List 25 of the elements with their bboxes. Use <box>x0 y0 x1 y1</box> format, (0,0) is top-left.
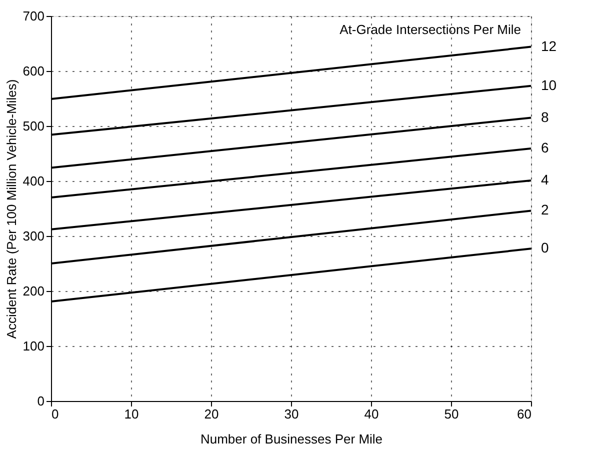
x-tick-label: 10 <box>124 406 139 422</box>
x-tick-label: 20 <box>204 406 219 422</box>
series-label: 2 <box>541 202 549 218</box>
x-axis-title: Number of Businesses Per Mile <box>200 432 383 446</box>
x-tick-label: 40 <box>364 406 379 422</box>
y-tick-label: 700 <box>22 8 44 24</box>
y-axis-title: Accident Rate (Per 100 Million Vehicle-Miles) <box>4 79 19 339</box>
x-tick-label: 60 <box>517 406 532 422</box>
y-tick-label: 600 <box>22 64 44 78</box>
x-tick-label: 0 <box>52 406 59 422</box>
series-label: 8 <box>541 108 549 125</box>
series-label: 0 <box>541 240 549 256</box>
series-label: 4 <box>541 171 549 188</box>
x-tick-label: 30 <box>284 406 299 422</box>
series-label: 10 <box>541 76 557 93</box>
y-tick-label: 100 <box>22 338 44 354</box>
legend-title: At-Grade Intersections Per Mile <box>340 22 521 37</box>
x-tick-label: 50 <box>444 406 459 422</box>
series-label: 6 <box>541 140 549 156</box>
y-tick-label: 0 <box>37 394 44 408</box>
y-tick-label: 500 <box>22 118 44 134</box>
y-tick-label: 300 <box>22 228 44 244</box>
y-tick-label: 400 <box>22 174 44 188</box>
y-tick-label: 200 <box>22 284 44 298</box>
series-label: 12 <box>541 38 557 54</box>
